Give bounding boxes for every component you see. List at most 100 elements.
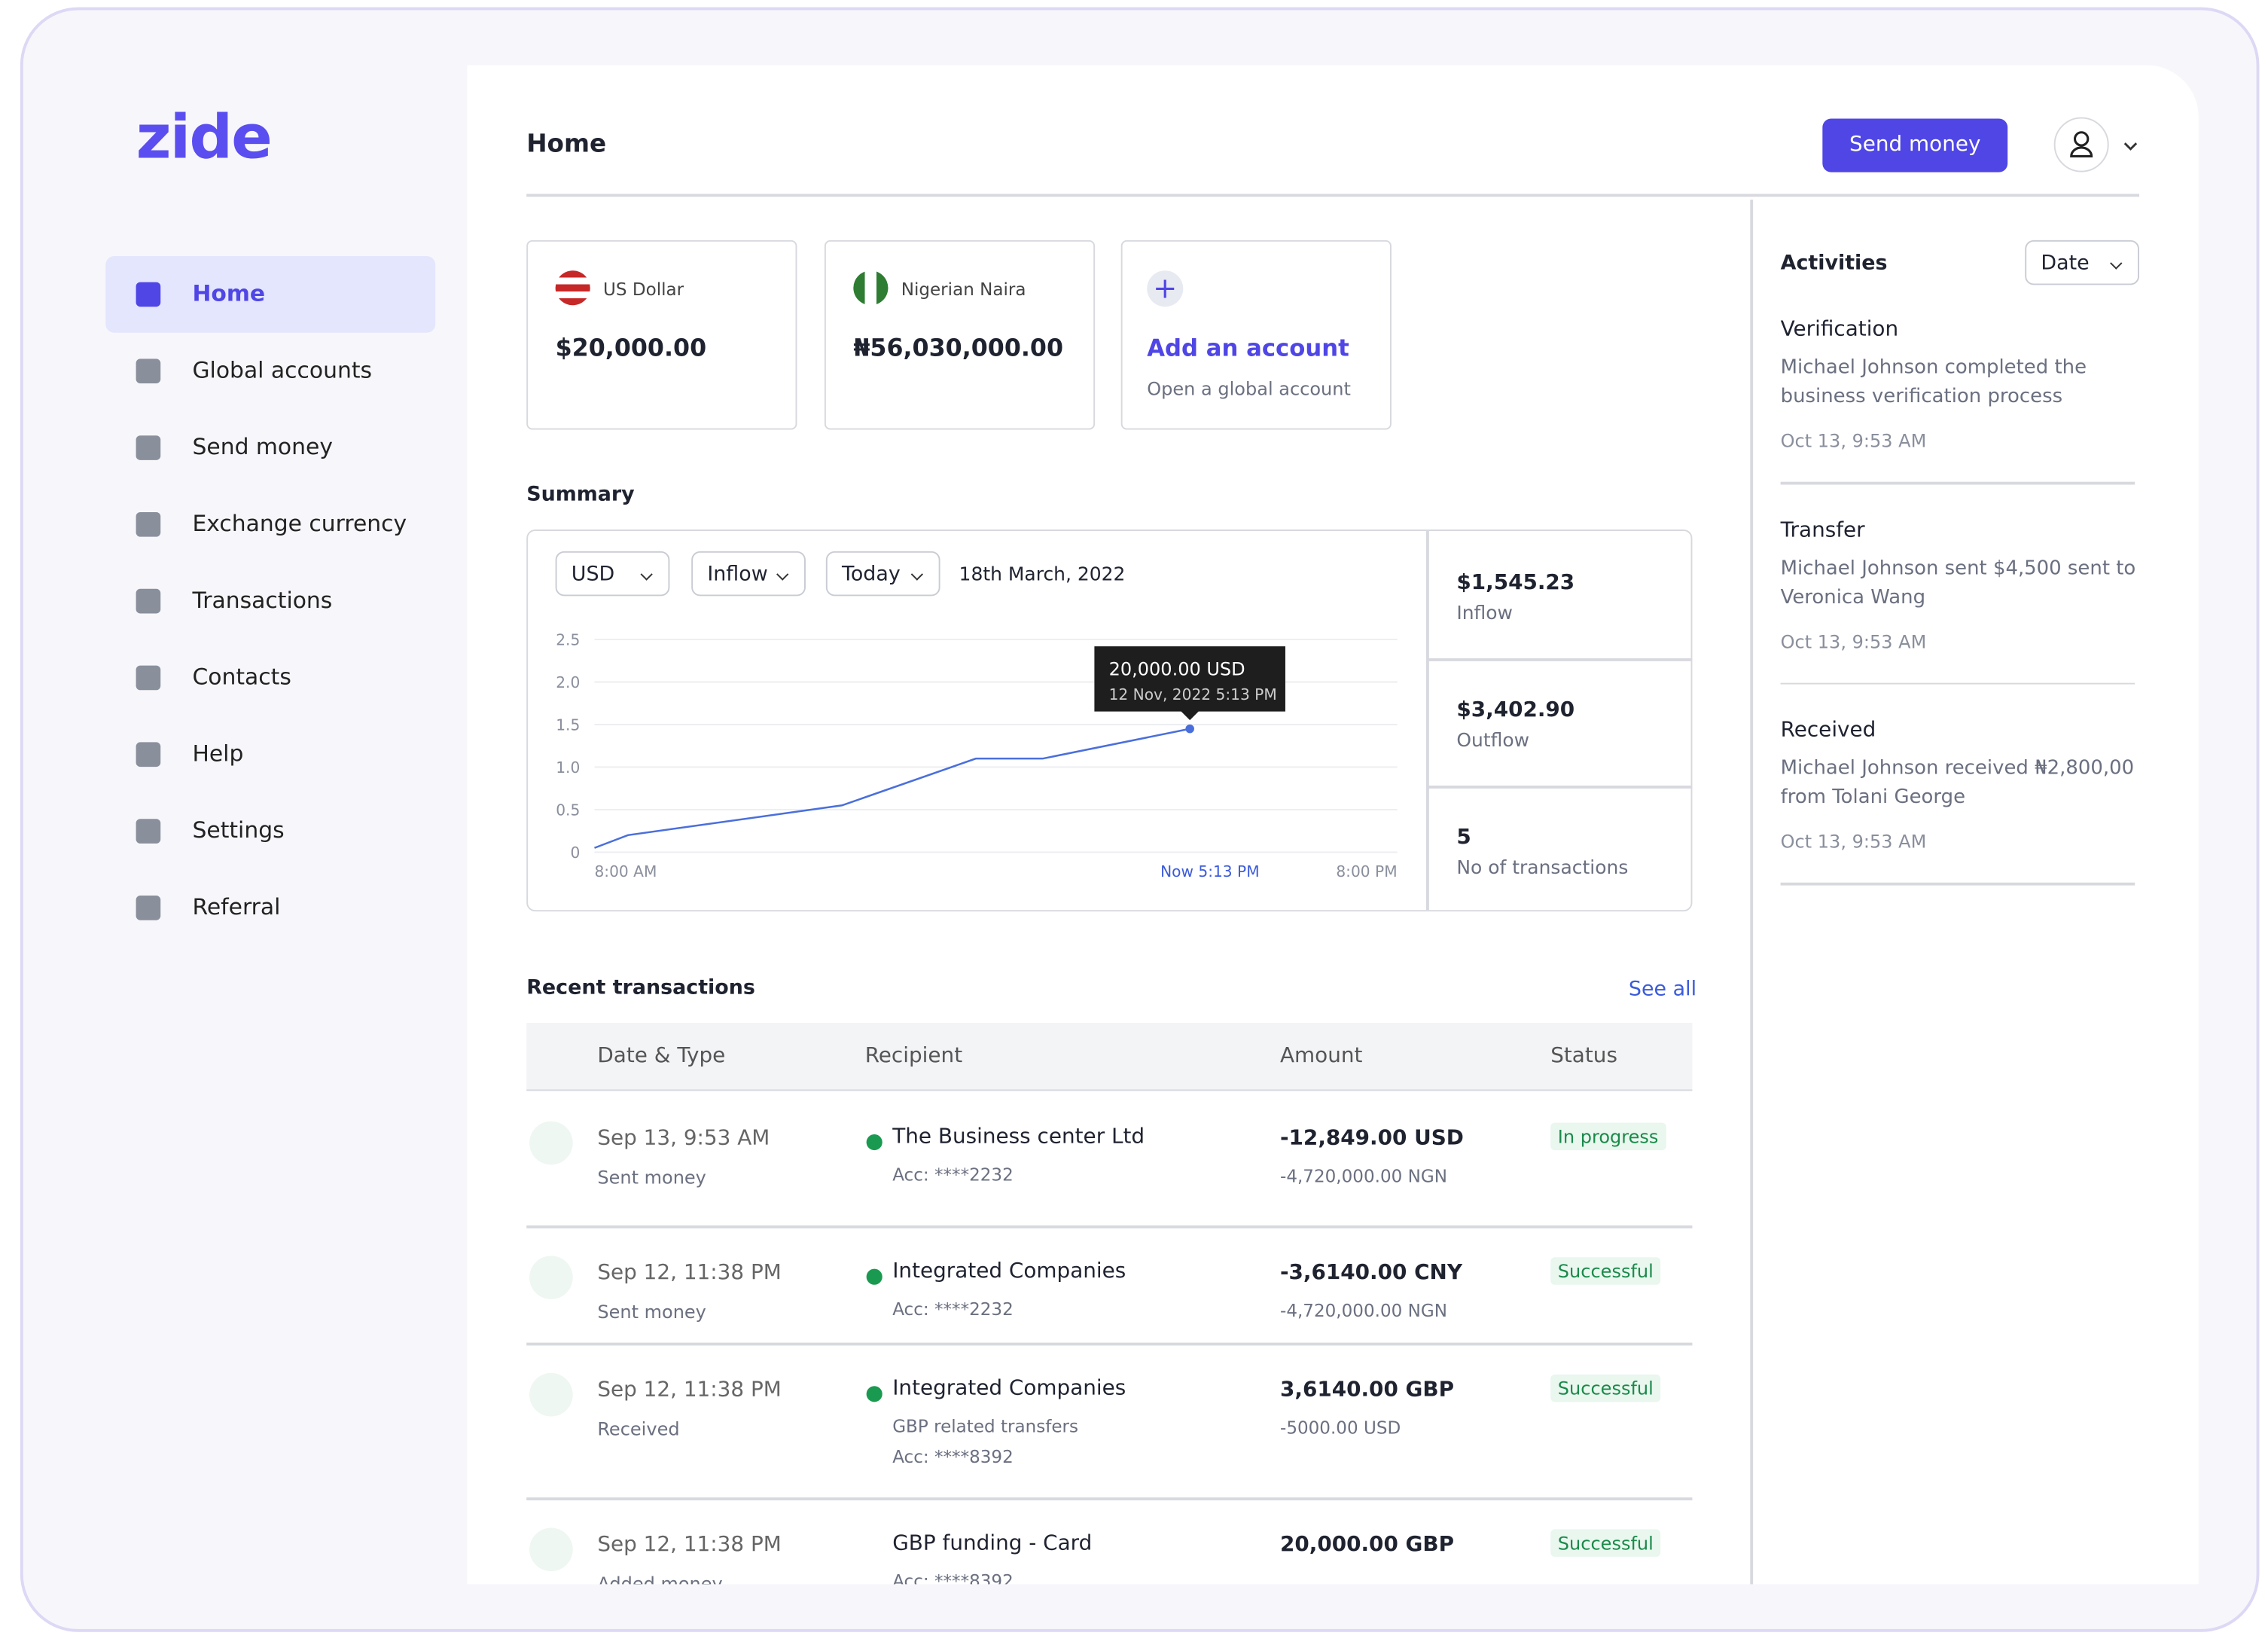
flag [555,270,590,306]
send-money-button[interactable]: Send money [1822,118,2008,172]
status: Successful [1550,1257,1661,1285]
nav-label: Home [192,280,266,307]
converted: -5000.00 USD [1279,1418,1401,1439]
amount: 20,000.00 GBP [1279,1534,1455,1557]
date: Sep 13, 9:53 AM [597,1127,770,1151]
tooltip-title: 20,000.00 USD [1109,659,1245,680]
add-account-card[interactable]: + Add an account Open a global account [1120,240,1392,430]
nav-icon [136,435,161,460]
summary-filter[interactable]: Today [825,551,940,597]
activity-divider [1780,481,2135,484]
date: Sep 12, 11:38 PM [597,1262,782,1285]
recipient: GBP funding - Card [892,1532,1093,1555]
nav-item[interactable]: Transactions [105,563,435,639]
add-icon: + [1147,270,1184,307]
activity-title: Received [1780,719,1876,743]
avatar-caret[interactable] [2120,139,2141,153]
x-tick-label: 8:00 PM [1336,862,1397,880]
row-divider [526,1342,1693,1345]
column-header: Recipient [864,1044,963,1068]
detail: Acc: ****8392 [892,1571,1014,1585]
nav-icon [136,742,161,768]
type: Added money [597,1573,723,1585]
nav-item[interactable]: Home [105,255,436,333]
stats-divider [1426,530,1428,911]
nav-item[interactable]: Referral [105,869,435,946]
nav-item[interactable]: Help [105,716,435,793]
see-all-link[interactable]: See all [1628,978,1697,1002]
summary-filter[interactable]: Inflow [691,551,806,597]
verified-icon [866,1268,883,1285]
add-account-subtitle: Open a global account [1147,377,1351,400]
activity-text: Michael Johnson sent $4,500 sent to Vero… [1780,556,2136,609]
account-balance: $20,000.00 [555,334,707,362]
nav-label: Contacts [192,664,291,691]
column-header: Status [1550,1044,1617,1068]
column-divider [1750,200,1753,1585]
tooltip [1094,646,1285,721]
activity-time: Oct 13, 9:53 AM [1780,830,1927,853]
type: Sent money [597,1166,706,1189]
activity-time: Oct 13, 9:53 AM [1780,429,1927,452]
y-tick-label: 0.5 [556,801,580,819]
summary-chart: 0 0.5 1.0 1.5 2.0 2.5 8:00 AM Now 5:13 PM 8:00 P… [556,631,1398,880]
x-tick-label: 8:00 AM [594,862,657,880]
account-balance: ₦56,030,000.00 [853,334,1064,362]
stat-label: Outflow [1456,731,1530,752]
column-header: Date & Type [597,1044,726,1068]
nav-label: Transactions [192,587,333,614]
x-tick-label: Now 5:13 PM [1160,862,1260,880]
nav-icon [136,896,161,920]
transaction-icon [529,1372,573,1417]
account-card[interactable]: US Dollar $20,000.00 [526,240,797,430]
nav-item[interactable]: Send money [105,410,435,487]
detail: GBP related transfers [892,1416,1079,1437]
y-tick-label: 0 [570,844,580,862]
stat-label: Inflow [1456,603,1513,625]
page-title: Home [526,130,607,160]
activities-filter[interactable]: Date [2025,240,2140,285]
date: Sep 12, 11:38 PM [597,1534,782,1557]
flag [853,270,889,306]
nav-label: Send money [192,434,333,460]
account-name: US Dollar [603,279,684,300]
column-header: Amount [1279,1044,1363,1068]
avatar[interactable] [2053,117,2109,172]
amount: -3,6140.00 CNY [1279,1262,1462,1285]
amount: 3,6140.00 GBP [1279,1378,1455,1402]
transaction-icon [529,1256,573,1299]
stat-value: 5 [1456,826,1471,850]
summary-filter[interactable]: USD [555,551,670,597]
logo: zide [136,101,273,172]
recipient: Integrated Companies [892,1260,1126,1283]
stat-value: $3,402.90 [1456,698,1575,722]
nav-label: Referral [192,894,281,920]
nav-label: Settings [192,817,285,844]
stats-divider [1427,786,1693,788]
nav-icon [136,819,161,844]
status: Successful [1550,1529,1661,1557]
y-tick-label: 1.0 [556,758,580,777]
nav-item[interactable]: Exchange currency [105,486,435,563]
y-tick-label: 1.5 [556,716,580,734]
line-series [594,728,1190,849]
nav-item[interactable]: Contacts [105,639,435,716]
stat-label: No of transactions [1456,858,1629,880]
y-tick-label: 2.0 [556,673,580,691]
nav-item[interactable]: Global accounts [105,333,435,410]
header-divider [526,194,2140,197]
nav-label: Help [192,740,244,768]
recent-title: Recent transactions [526,976,755,1000]
y-tick-label: 2.5 [556,631,580,649]
type: Sent money [597,1300,706,1323]
account-card[interactable]: Nigerian Naira ₦56,030,000.00 [824,240,1096,430]
nav-icon [136,665,161,691]
activity-title: Verification [1780,318,1899,342]
verified-icon [866,1134,883,1151]
nav-icon [136,588,161,614]
nav-icon [136,511,161,537]
nav-label: Global accounts [192,357,373,384]
tooltip-subtitle: 12 Nov, 2022 5:13 PM [1109,685,1277,703]
converted: -4,720,000.00 NGN [1279,1300,1447,1321]
nav-item[interactable]: Settings [105,793,435,870]
